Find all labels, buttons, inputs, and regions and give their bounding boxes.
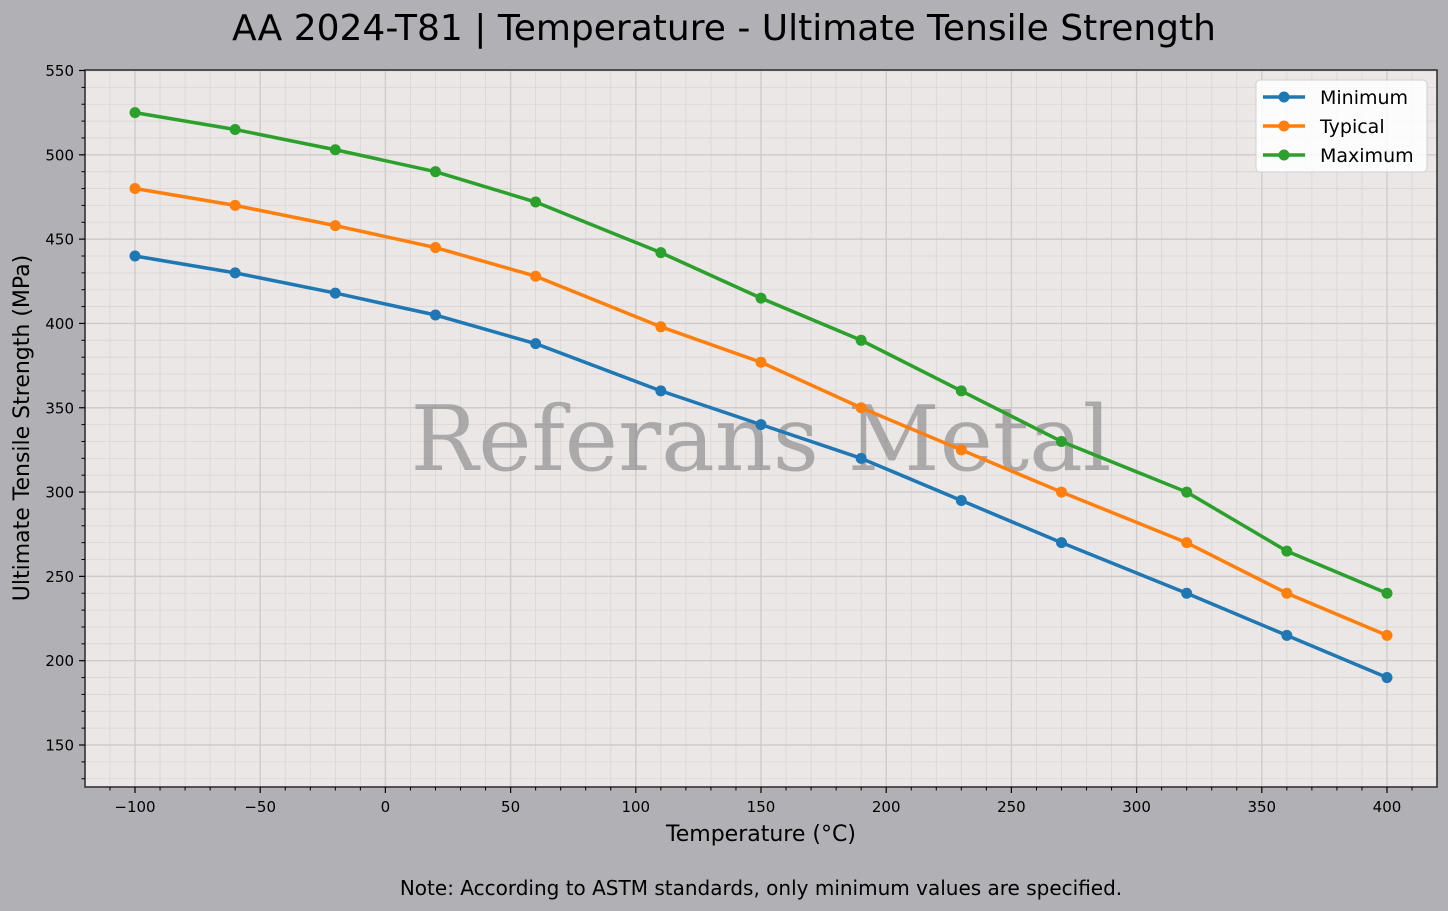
data-point — [855, 334, 867, 346]
y-tick-label: 550 — [45, 62, 74, 80]
legend-marker-icon — [1278, 91, 1290, 103]
data-point — [229, 124, 241, 136]
y-tick-label: 200 — [45, 652, 74, 670]
y-tick-label: 450 — [45, 231, 74, 249]
legend: Minimum Typical Maximum — [1255, 79, 1428, 173]
data-point — [1281, 629, 1293, 641]
y-tick-label: 300 — [45, 484, 74, 502]
data-point — [229, 267, 241, 279]
data-point — [1055, 537, 1067, 549]
data-point — [429, 166, 441, 178]
data-point — [1381, 629, 1393, 641]
data-point — [655, 321, 667, 333]
legend-marker-icon — [1278, 120, 1290, 132]
data-point — [755, 292, 767, 304]
data-point — [530, 196, 542, 208]
data-point — [755, 356, 767, 368]
data-point — [755, 419, 767, 431]
y-axis-label: Ultimate Tensile Strength (MPa) — [10, 255, 35, 601]
footnote: Note: According to ASTM standards, only … — [399, 876, 1123, 900]
data-point — [955, 385, 967, 397]
x-tick-label: 200 — [872, 798, 901, 816]
data-point — [1055, 435, 1067, 447]
data-point — [530, 338, 542, 350]
x-tick-label: 250 — [997, 798, 1026, 816]
data-point — [1181, 537, 1193, 549]
data-point — [329, 144, 341, 156]
x-tick-label: 400 — [1373, 798, 1402, 816]
data-point — [229, 199, 241, 211]
x-tick-label: 350 — [1247, 798, 1276, 816]
data-point — [329, 220, 341, 232]
x-tick-label: 0 — [381, 798, 391, 816]
y-tick-label: 150 — [45, 737, 74, 755]
legend-label: Typical — [1319, 116, 1385, 138]
grid-lines — [85, 69, 1437, 787]
legend-label: Minimum — [1320, 87, 1408, 109]
data-point — [129, 250, 141, 262]
x-tick-label: 150 — [747, 798, 776, 816]
data-point — [1281, 545, 1293, 557]
x-tick-label: 300 — [1122, 798, 1151, 816]
data-point — [655, 385, 667, 397]
y-tick-label: 500 — [45, 146, 74, 164]
data-point — [429, 242, 441, 254]
data-point — [329, 287, 341, 299]
x-tick-label: 50 — [501, 798, 520, 816]
data-point — [855, 402, 867, 414]
axis-ticks: −100 −50 0 50 100 150 200 250 300 350 400 150 200 250… — [45, 62, 1413, 816]
data-point — [855, 452, 867, 464]
data-point — [1055, 486, 1067, 498]
legend-marker-icon — [1278, 149, 1290, 161]
chart-title: AA 2024-T81 | Temperature - Ultimate Ten… — [232, 8, 1216, 49]
data-point — [1181, 486, 1193, 498]
data-point — [1381, 672, 1393, 684]
data-point — [955, 444, 967, 456]
data-point — [129, 183, 141, 195]
data-point — [129, 107, 141, 119]
data-series — [129, 107, 1393, 684]
x-tick-label: −50 — [244, 798, 276, 816]
data-point — [530, 270, 542, 282]
data-point — [1181, 587, 1193, 599]
y-tick-label: 350 — [45, 399, 74, 417]
data-point — [655, 247, 667, 259]
y-tick-label: 400 — [45, 315, 74, 333]
watermark: Referans Metal — [410, 387, 1111, 492]
data-point — [1381, 587, 1393, 599]
y-tick-label: 250 — [45, 568, 74, 586]
data-point — [955, 494, 967, 506]
x-tick-label: −100 — [114, 798, 155, 816]
data-point — [1281, 587, 1293, 599]
legend-label: Maximum — [1320, 145, 1414, 167]
x-axis-label: Temperature (°C) — [665, 822, 856, 847]
legend-box — [1255, 79, 1428, 173]
x-tick-label: 100 — [621, 798, 650, 816]
data-point — [429, 309, 441, 321]
